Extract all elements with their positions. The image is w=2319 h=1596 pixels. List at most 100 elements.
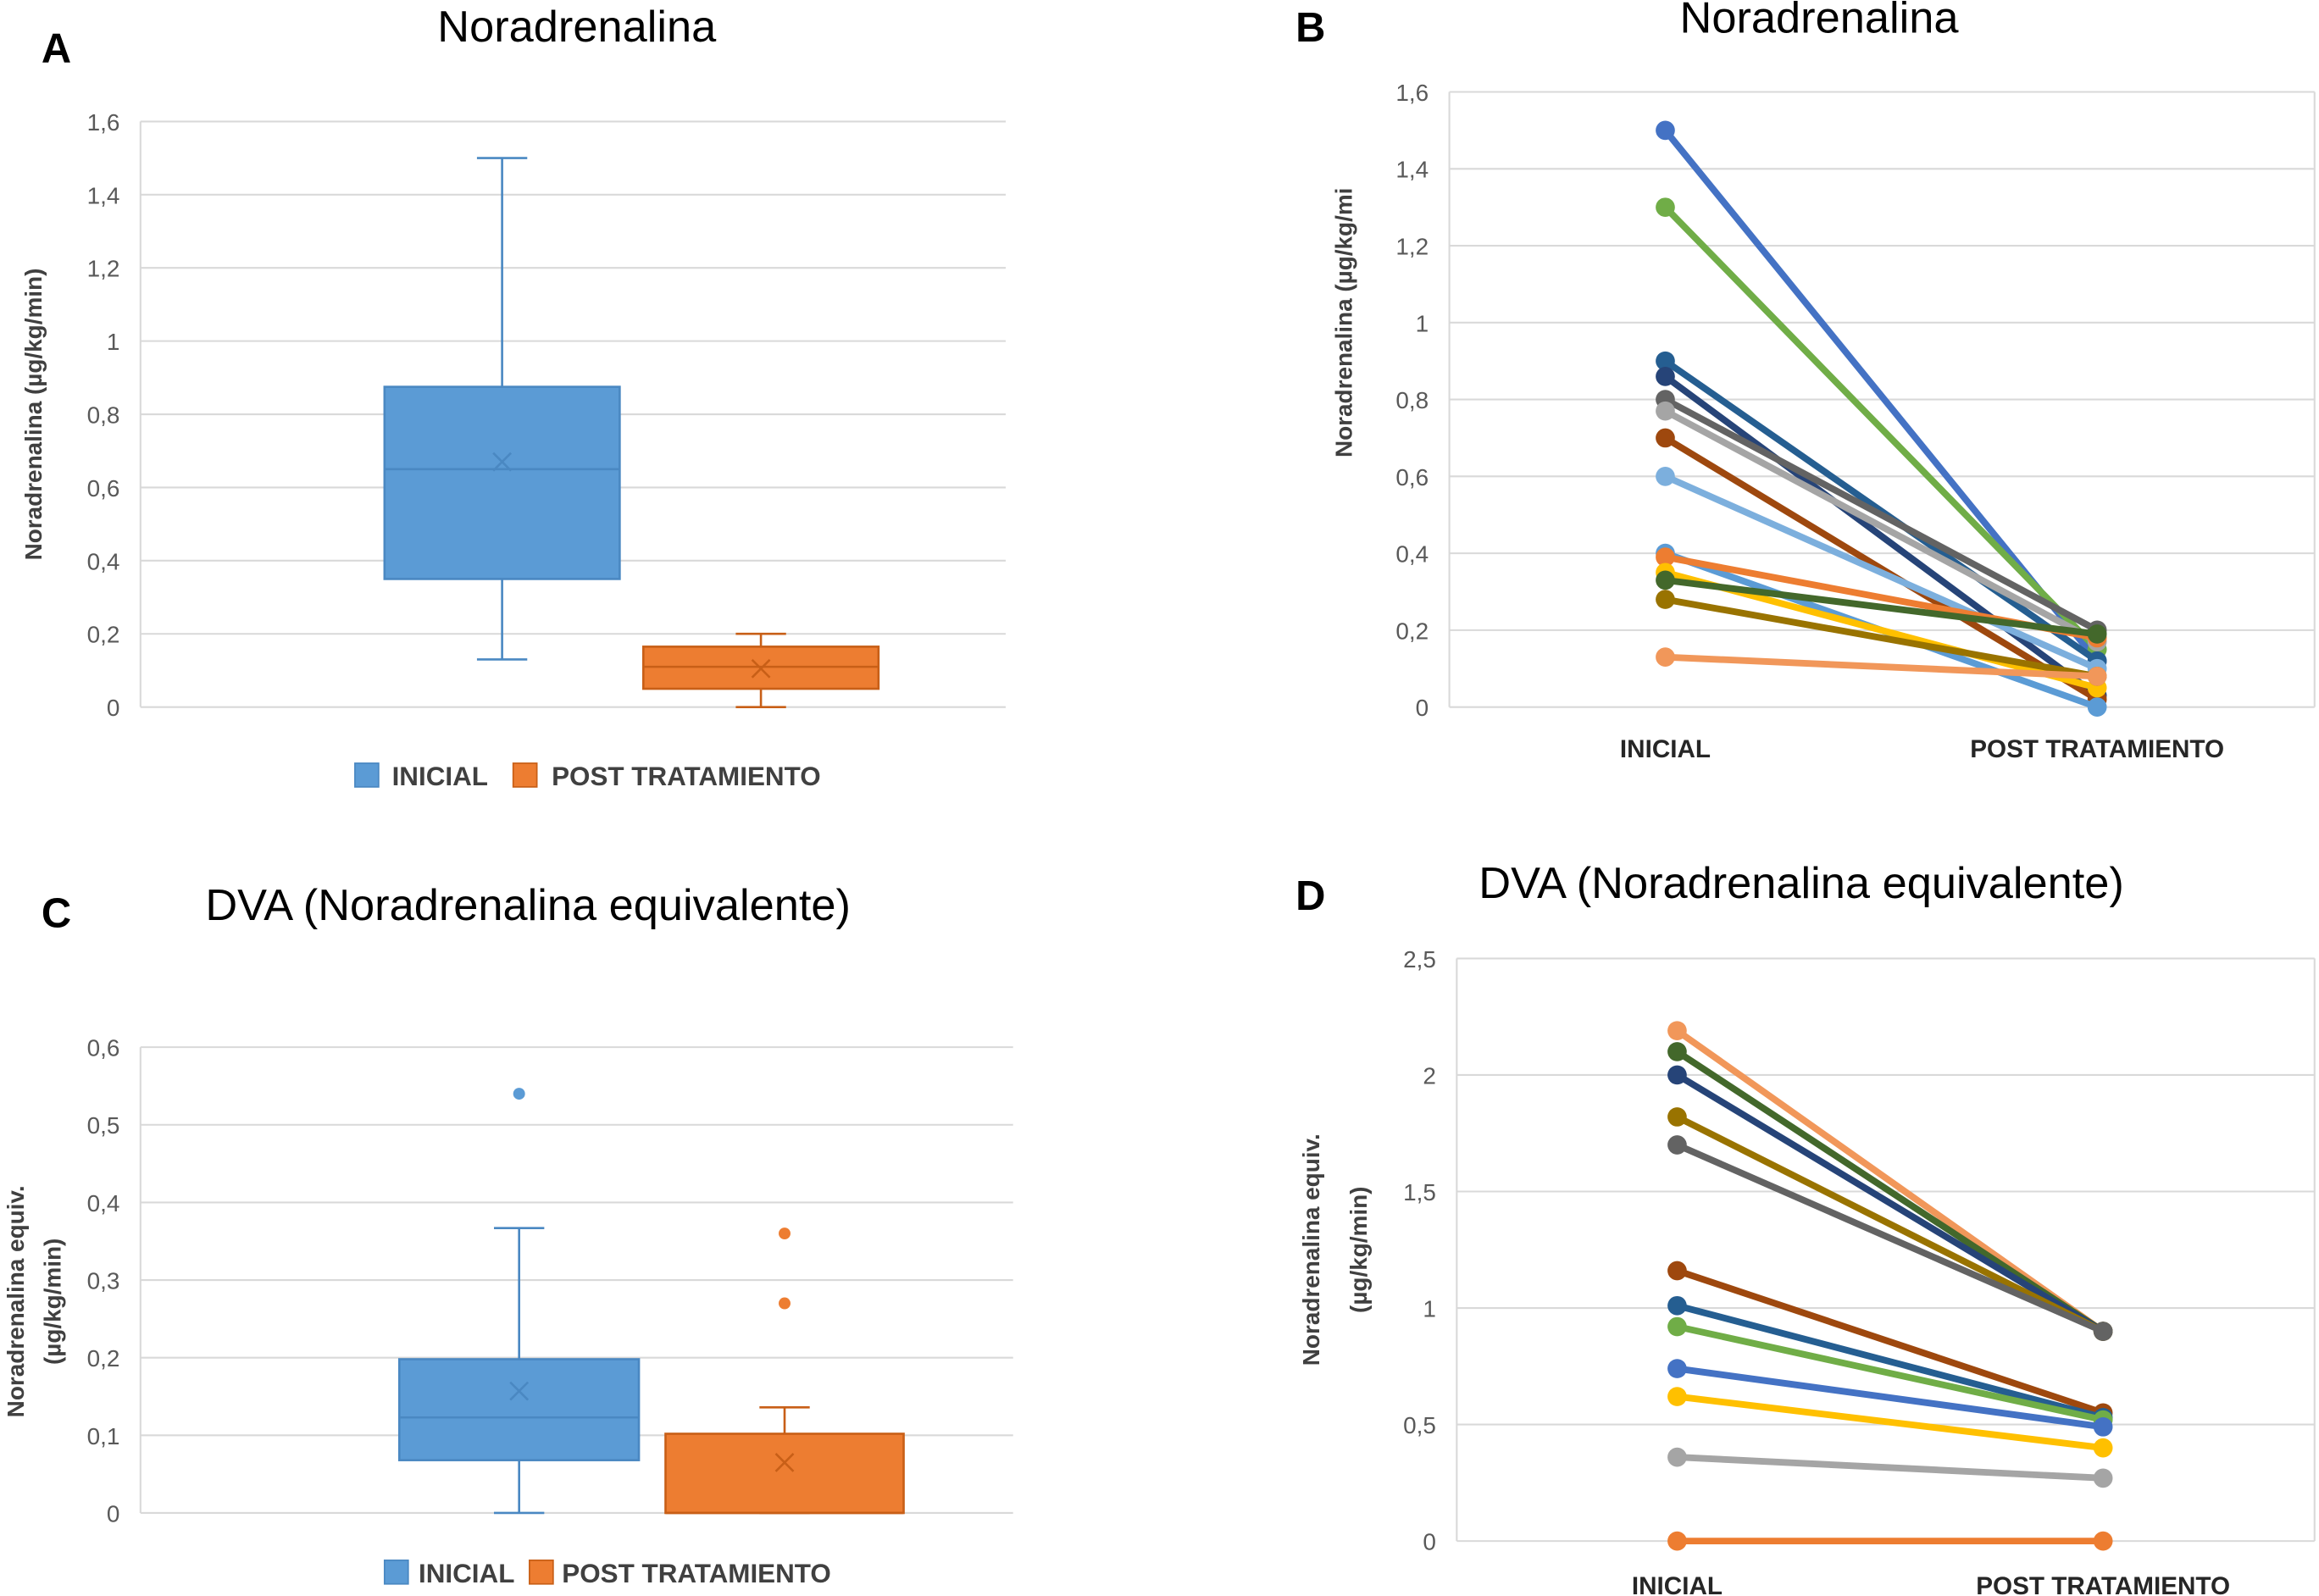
mean-marker: [492, 452, 513, 472]
series-segment: [1662, 203, 2101, 653]
y-tick-label: 1: [1416, 310, 1429, 336]
data-point: [1667, 1531, 1687, 1551]
patient-series-line: [1667, 1359, 2113, 1437]
y-tick-label: 1,5: [1403, 1179, 1436, 1205]
data-point: [1667, 1261, 1687, 1281]
iqr-box: [383, 385, 621, 580]
y-tick-label: 0,2: [87, 1345, 120, 1372]
chart-title: DVA (Noradrenalina equivalente): [205, 881, 851, 930]
series-segment: [1673, 1454, 2107, 1482]
series-segment: [1662, 396, 2101, 634]
y-tick-label: 0: [107, 695, 120, 721]
data-point: [1656, 351, 1675, 371]
data-point: [1656, 547, 1675, 567]
patient-series-line: [1656, 401, 2107, 651]
legend-label: POST TRATAMIENTO: [562, 1559, 831, 1588]
y-axis-label: Noradrenalina equiv.: [3, 1185, 29, 1417]
data-point: [2093, 1468, 2113, 1488]
y-tick-label: 1,2: [87, 256, 120, 282]
y-tick-label: 0,5: [1403, 1412, 1436, 1438]
data-point: [1667, 1295, 1687, 1316]
panel-letter: C: [42, 891, 71, 937]
data-point: [1667, 1135, 1687, 1155]
legend-swatch: [383, 1559, 409, 1585]
panel-letter: D: [1295, 873, 1325, 919]
series-segment: [1673, 1141, 2107, 1335]
series-segment: [1662, 357, 2101, 665]
y-axis-label: Noradrenalina (µg/kg/mi: [1330, 188, 1356, 457]
chart-panel-c: C DVA (Noradrenalina equivalente) 0 0,1 0,2 0…: [3, 881, 1013, 1588]
series-segment: [1662, 407, 2101, 646]
y-tick-label: 1,6: [1395, 80, 1429, 106]
legend-label: INICIAL: [392, 762, 488, 791]
y-tick-label: 0,6: [87, 475, 120, 502]
y-tick-label: 1,4: [87, 182, 120, 208]
data-point: [1656, 197, 1675, 218]
patient-series-line: [1656, 647, 2107, 686]
y-tick-label: 2,5: [1403, 946, 1436, 973]
series-segment: [1673, 1267, 2107, 1416]
patient-series-line: [1667, 1531, 2113, 1551]
y-axis-label: (µg/kg/min): [1345, 1187, 1372, 1313]
x-category-label: POST TRATAMIENTO: [1970, 735, 2224, 763]
data-point: [1656, 367, 1675, 386]
y-tick-label: 0,4: [1395, 541, 1429, 568]
legend-swatch: [529, 1559, 554, 1585]
data-point: [2093, 1438, 2113, 1458]
box-post-tratamiento: [664, 1227, 905, 1515]
series-segment: [1662, 653, 2101, 680]
box-inicial: [383, 157, 621, 661]
legend-label: INICIAL: [419, 1559, 514, 1588]
y-tick-label: 0,6: [1395, 464, 1429, 490]
panel-letter: B: [1295, 5, 1325, 51]
data-point: [1667, 1021, 1687, 1041]
box-post-tratamiento: [641, 632, 880, 708]
x-category-label: INICIAL: [1620, 735, 1711, 763]
chart-panel-b: B Noradrenalina 0 0,2 0,4 0,6 0,8 1 1,2 1,4 1,6 Nor…: [1295, 0, 2316, 763]
data-point: [1656, 428, 1675, 448]
y-tick-label: 0,2: [87, 622, 120, 648]
chart-panel-a: A Noradrenalina 0 0,2 0,4 0,6 0,8 1 1,2 1,4 1,6 Nor…: [20, 3, 1006, 791]
series-segment: [1673, 1113, 2107, 1335]
series-segment: [1662, 373, 2101, 699]
y-tick-label: 0,1: [87, 1423, 120, 1449]
data-point: [2093, 1322, 2113, 1341]
series-segment: [1662, 473, 2101, 673]
data-point: [1667, 1107, 1687, 1127]
data-point: [1667, 1316, 1687, 1337]
data-point: [1667, 1447, 1687, 1467]
y-tick-label: 0,8: [1395, 387, 1429, 413]
patient-series-line: [1667, 1387, 2113, 1458]
panel-letter: A: [42, 26, 71, 72]
data-point: [1656, 401, 1675, 421]
data-point: [2093, 1416, 2113, 1437]
series-segment: [1662, 596, 2101, 680]
patient-series-line: [1667, 1447, 2113, 1488]
data-point: [2087, 624, 2107, 644]
y-tick-label: 1,4: [1395, 157, 1429, 183]
mean-marker: [751, 658, 771, 679]
mean-marker: [509, 1381, 530, 1401]
chart-title: DVA (Noradrenalina equivalente): [1479, 859, 2124, 908]
data-point: [2093, 1531, 2113, 1551]
y-tick-label: 0: [107, 1500, 120, 1527]
series-segment: [1673, 1393, 2107, 1452]
data-point: [2087, 666, 2107, 686]
data-point: [1667, 1042, 1687, 1061]
y-tick-label: 0,4: [87, 548, 120, 574]
box-inicial: [397, 1088, 641, 1515]
series-segment: [1662, 435, 2101, 703]
outlier-point: [779, 1297, 791, 1310]
series-segment: [1673, 1365, 2107, 1431]
series-segment: [1673, 1048, 2107, 1335]
x-category-label: INICIAL: [1632, 1572, 1723, 1596]
iqr-box: [397, 1358, 641, 1461]
y-tick-label: 1,6: [87, 109, 120, 136]
outlier-point: [513, 1088, 525, 1100]
data-point: [1667, 1065, 1687, 1085]
series-segment: [1662, 576, 2101, 638]
data-point: [1656, 120, 1675, 141]
patient-series-line: [1656, 570, 2107, 644]
y-tick-label: 1,2: [1395, 234, 1429, 260]
y-tick-label: 0,2: [1395, 618, 1429, 644]
